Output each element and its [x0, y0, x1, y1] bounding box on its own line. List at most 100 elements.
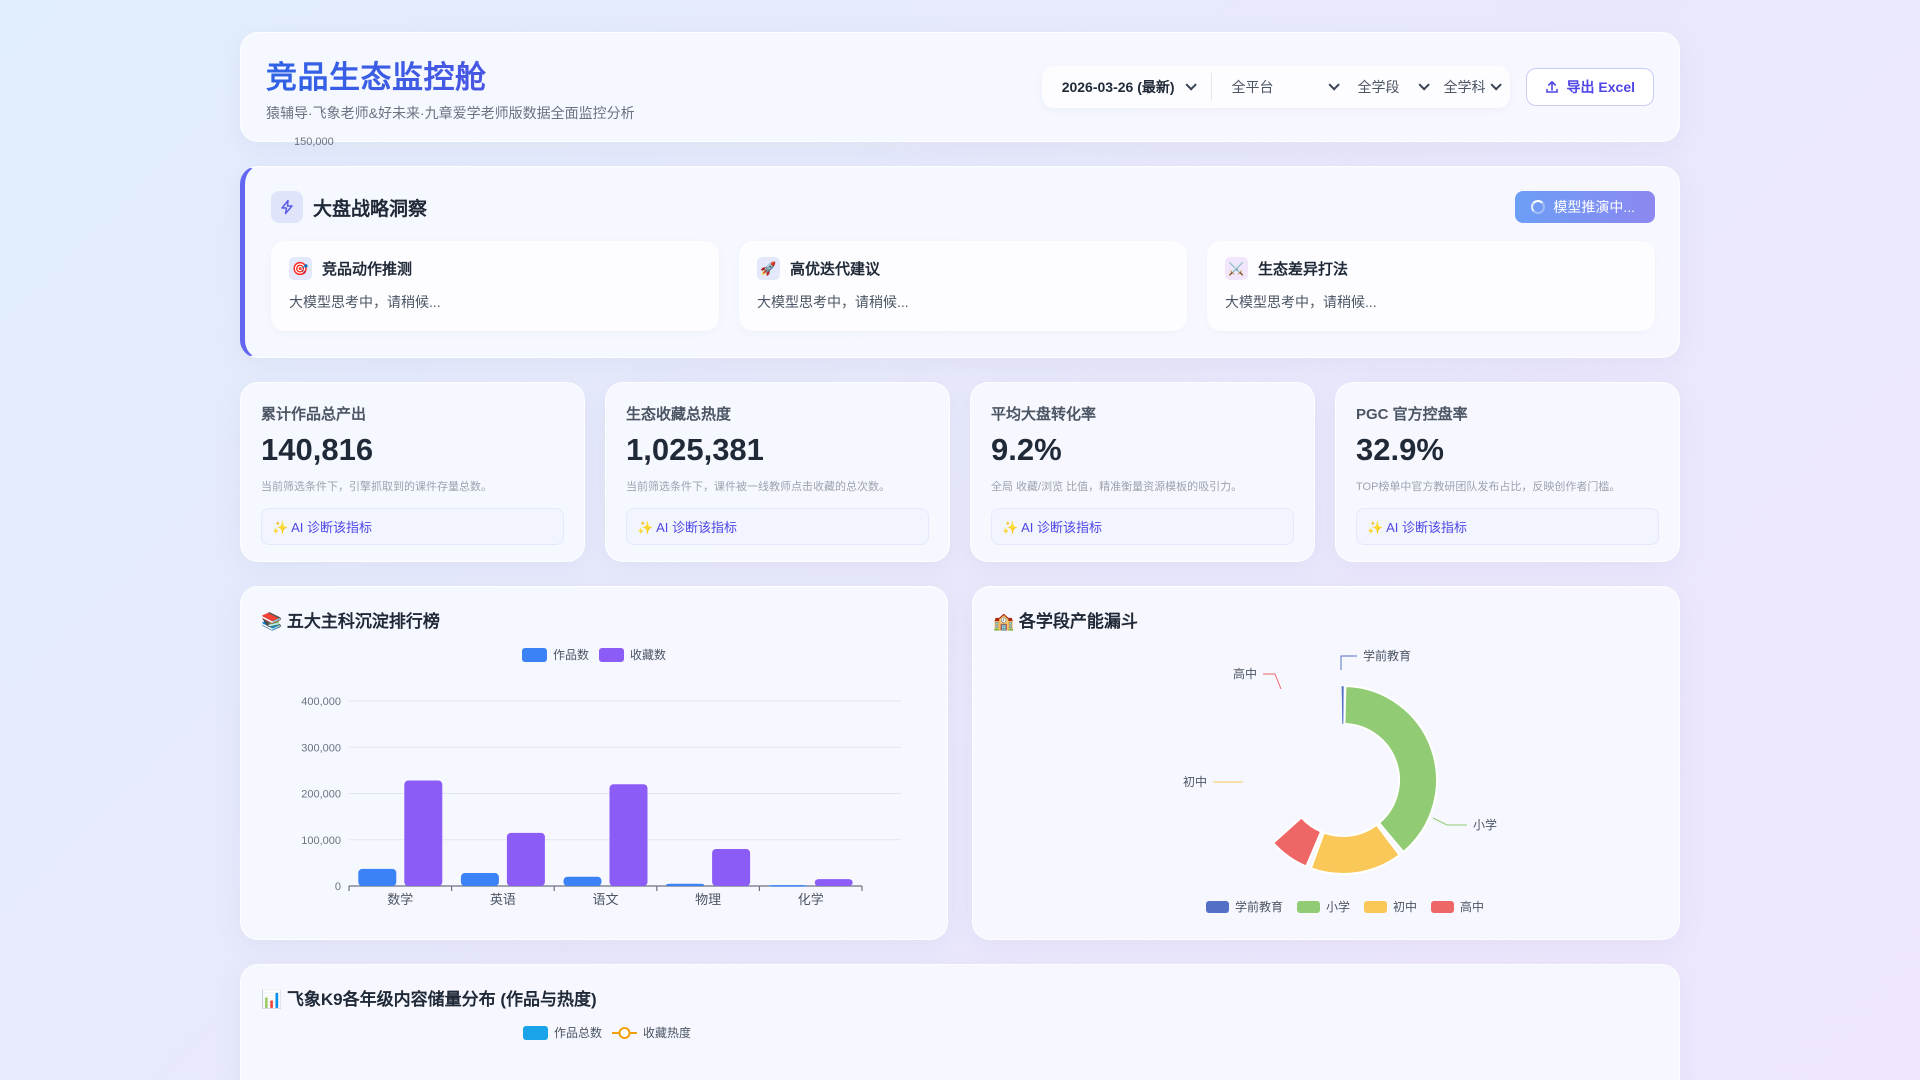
subject-select[interactable]: 全学科: [1443, 77, 1502, 97]
subject-ranking-chart-card: 📚 五大主科沉淀排行榜 作品数 收藏数 0 100,000 200,000 300,00…: [240, 586, 948, 940]
metric-card-total-favorites: 生态收藏总热度 1,025,381 当前筛选条件下，课件被一线教师点击收藏的总次…: [605, 382, 950, 562]
strategy-insight-panel: 大盘战略洞察 模型推演中... 🎯 竞品动作推测 大模型思考中，请稍候... 🚀…: [240, 166, 1680, 358]
line-marker-icon: [612, 1026, 638, 1039]
bar[interactable]: [563, 876, 602, 886]
stage-select[interactable]: 全学段: [1358, 77, 1430, 97]
slice-label: 高中: [1233, 666, 1257, 681]
insight-card-header: 🎯 竞品动作推测: [289, 257, 701, 280]
legend-swatch-icon: [521, 647, 547, 662]
ai-diagnose-button[interactable]: ✨ AI 诊断该指标: [1356, 508, 1659, 545]
upload-icon: [1545, 81, 1558, 93]
page-subtitle: 猿辅导·飞象老师&好未来·九章爱学老师版数据全面监控分析: [266, 104, 635, 121]
legend-item-works[interactable]: 作品总数: [523, 1024, 602, 1041]
legend-item[interactable]: 小学: [1297, 899, 1350, 914]
legend-item[interactable]: 初中: [1364, 899, 1417, 914]
slice-label: 小学: [1473, 817, 1497, 832]
platform-select-value: 全平台: [1231, 79, 1274, 95]
legend-swatch-icon: [1431, 901, 1454, 913]
metric-cards: 累计作品总产出 140,816 当前筛选条件下，引擎抓取到的课件存量总数。 ✨ …: [240, 382, 1680, 562]
legend-item[interactable]: 高中: [1431, 899, 1484, 914]
chart-title: 📊 飞象K9各年级内容储量分布 (作品与热度): [261, 990, 597, 1009]
metric-card-total-works: 累计作品总产出 140,816 当前筛选条件下，引擎抓取到的课件存量总数。 ✨ …: [240, 382, 585, 562]
subject-select-value: 全学科: [1443, 79, 1486, 95]
chevron-down-icon: [1184, 79, 1197, 91]
grid-line: [352, 144, 920, 145]
legend-label: 初中: [1393, 899, 1417, 914]
rocket-icon: 🚀: [757, 257, 780, 280]
crossed-swords-icon: ⚔️: [1225, 257, 1248, 280]
charts-row: 📚 五大主科沉淀排行榜 作品数 收藏数 0 100,000 200,000 300,00…: [240, 586, 1680, 940]
legend-label: 作品数: [552, 648, 589, 662]
metric-value: 32.9%: [1356, 432, 1444, 467]
date-select[interactable]: 2026-03-26 (最新): [1061, 77, 1197, 97]
legend-swatch-icon: [1297, 901, 1320, 913]
platform-select[interactable]: 全平台: [1231, 77, 1340, 97]
model-thinking-button[interactable]: 模型推演中...: [1515, 191, 1655, 223]
bar[interactable]: [460, 873, 499, 886]
donut-segment[interactable]: [1272, 816, 1323, 868]
chart-legend: 作品总数 收藏热度: [523, 1024, 1659, 1041]
bar[interactable]: [712, 849, 751, 886]
slice-label: 学前教育: [1363, 648, 1411, 663]
legend-swatch-icon: [1364, 901, 1387, 913]
insight-card-body: 大模型思考中，请稍候...: [289, 294, 441, 310]
chart-title: 📚 五大主科沉淀排行榜: [261, 612, 440, 631]
x-tick: 英语: [490, 892, 516, 907]
insight-header: 大盘战略洞察 模型推演中...: [271, 191, 1655, 223]
ai-diagnose-button[interactable]: ✨ AI 诊断该指标: [626, 508, 929, 545]
insight-title-text: 大盘战略洞察: [313, 198, 428, 220]
ai-diagnose-button[interactable]: ✨ AI 诊断该指标: [991, 508, 1294, 545]
legend-label: 作品总数: [554, 1026, 603, 1040]
x-tick: 语文: [592, 892, 618, 907]
export-excel-button[interactable]: 导出 Excel: [1525, 68, 1654, 106]
title-block: 竞品生态监控舱 猿辅导·飞象老师&好未来·九章爱学老师版数据全面监控分析: [266, 52, 635, 123]
legend-item[interactable]: 作品数: [521, 646, 589, 663]
metric-label: 平均大盘转化率: [991, 406, 1097, 423]
y-tick: 0: [335, 881, 341, 893]
bar[interactable]: [358, 868, 397, 886]
metric-description: TOP榜单中官方教研团队发布占比，反映创作者门槛。: [1356, 481, 1621, 493]
leader-line: [1432, 817, 1467, 826]
filter-bar: 2026-03-26 (最新) 全平台 全学段 全学科: [1041, 66, 1510, 108]
bar[interactable]: [506, 832, 545, 886]
insight-card-ecosystem-strategy: ⚔️ 生态差异打法 大模型思考中，请稍候...: [1207, 241, 1655, 331]
ai-diagnose-button[interactable]: ✨ AI 诊断该指标: [261, 508, 564, 545]
bar[interactable]: [666, 883, 705, 886]
insight-title: 大盘战略洞察: [271, 191, 427, 223]
y-tick: 400,000: [301, 696, 341, 708]
metric-value: 1,025,381: [626, 432, 764, 467]
page-title: 竞品生态监控舱: [266, 52, 635, 97]
y-tick: 100,000: [301, 835, 341, 847]
dashboard: 竞品生态监控舱 猿辅导·飞象老师&好未来·九章爱学老师版数据全面监控分析 202…: [240, 32, 1680, 1080]
bar[interactable]: [814, 879, 853, 886]
metric-label: 累计作品总产出: [261, 406, 367, 423]
donut-segment[interactable]: [1341, 685, 1345, 725]
y-tick: 300,000: [301, 742, 341, 754]
insight-card-header: ⚔️ 生态差异打法: [1225, 257, 1637, 280]
filter-divider: [1210, 73, 1212, 101]
metric-card-pgc-rate: PGC 官方控盘率 32.9% TOP榜单中官方教研团队发布占比，反映创作者门槛…: [1335, 382, 1680, 562]
legend-label: 高中: [1460, 899, 1484, 914]
legend-label: 收藏热度: [643, 1026, 692, 1040]
donut-segment[interactable]: [1343, 685, 1438, 854]
bar[interactable]: [404, 780, 443, 886]
donut-segment[interactable]: [1309, 823, 1401, 875]
legend-label: 收藏数: [630, 648, 667, 662]
metric-value: 140,816: [261, 432, 374, 467]
leader-line: [1263, 673, 1282, 690]
export-excel-label: 导出 Excel: [1566, 79, 1635, 95]
legend-item[interactable]: 收藏数: [599, 646, 666, 663]
insight-card-competitor-actions: 🎯 竞品动作推测 大模型思考中，请稍候...: [271, 241, 719, 331]
insight-cards: 🎯 竞品动作推测 大模型思考中，请稍候... 🚀 高优迭代建议 大模型思考中，请…: [271, 241, 1655, 331]
metric-label: 生态收藏总热度: [626, 406, 732, 423]
bar[interactable]: [768, 885, 807, 887]
legend-label: 小学: [1326, 899, 1350, 914]
chart-title: 🏫 各学段产能漏斗: [993, 612, 1138, 631]
date-select-value: 2026-03-26 (最新): [1061, 79, 1175, 95]
legend-item-favorites[interactable]: 收藏热度: [612, 1024, 691, 1041]
bar[interactable]: [609, 784, 648, 886]
metric-description: 当前筛选条件下，引擎抓取到的课件存量总数。: [261, 481, 492, 493]
x-tick: 化学: [798, 892, 824, 907]
legend-item[interactable]: 学前教育: [1206, 899, 1283, 914]
